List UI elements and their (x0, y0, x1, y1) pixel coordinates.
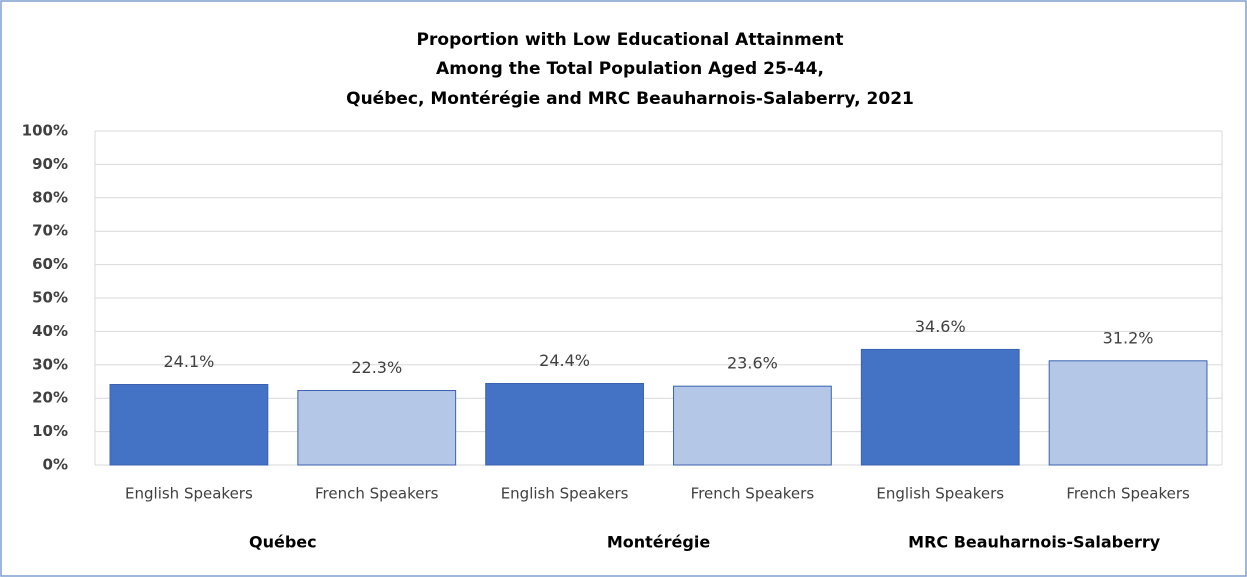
bar (860, 348, 1020, 466)
chart-title: Québec, Montérégie and MRC Beauharnois-S… (346, 89, 914, 109)
value-label: 22.3% (351, 358, 402, 377)
y-tick-label: 40% (32, 322, 68, 340)
y-tick-label: 0% (43, 456, 68, 474)
value-label: 24.1% (164, 352, 215, 371)
x-tick-label: English Speakers (501, 485, 629, 503)
bar (297, 390, 457, 466)
group-label: MRC Beauharnois-Salaberry (908, 533, 1161, 552)
y-tick-label: 80% (32, 188, 68, 206)
bar (109, 384, 269, 466)
y-tick-label: 30% (32, 355, 68, 373)
x-tick-label: French Speakers (1066, 485, 1190, 503)
value-label: 31.2% (1103, 328, 1154, 347)
group-label: Montérégie (607, 533, 710, 552)
y-tick-label: 60% (32, 255, 68, 273)
y-tick-label: 90% (32, 155, 68, 173)
group-label: Québec (249, 533, 317, 552)
bar (1048, 360, 1208, 466)
x-tick-label: French Speakers (691, 485, 815, 503)
x-tick-label: French Speakers (315, 485, 439, 503)
value-label: 23.6% (727, 354, 778, 373)
y-tick-label: 100% (22, 122, 68, 140)
y-tick-label: 50% (32, 289, 68, 307)
bar (485, 383, 644, 466)
y-tick-label: 20% (32, 389, 68, 407)
x-tick-label: English Speakers (125, 485, 253, 503)
chart-title: Among the Total Population Aged 25-44, (436, 59, 824, 79)
y-tick-label: 10% (32, 422, 68, 440)
y-tick-label: 70% (32, 222, 68, 240)
x-tick-label: English Speakers (876, 485, 1004, 503)
chart-title: Proportion with Low Educational Attainme… (417, 30, 844, 50)
value-label: 24.4% (539, 351, 590, 370)
value-label: 34.6% (915, 317, 966, 336)
bar (673, 385, 832, 466)
